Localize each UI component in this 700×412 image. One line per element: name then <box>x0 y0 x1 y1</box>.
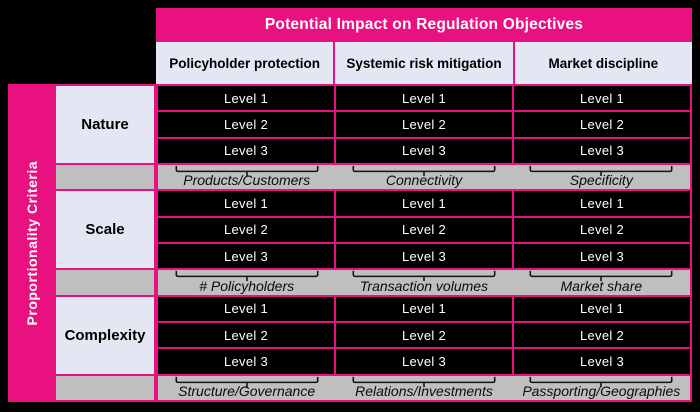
level-cell: Level 1 <box>514 86 690 111</box>
criteria-label-column: Nature Scale Complexity <box>56 84 156 402</box>
level-cell: Level 1 <box>336 191 512 216</box>
level-cell: Level 3 <box>336 138 512 163</box>
level-cell: Level 2 <box>514 323 690 348</box>
indicator: # Policyholders <box>158 270 335 294</box>
level-cell: Level 3 <box>158 244 334 269</box>
level-cell: Level 1 <box>336 296 512 321</box>
indicator-label: Structure/Governance <box>178 383 316 399</box>
level-cell: Level 2 <box>158 323 334 348</box>
column-header-market-discipline: Market discipline <box>514 42 692 84</box>
indicator-label: Passporting/Geographies <box>522 383 681 399</box>
impact-level-grid: Level 1 Level 1 Level 1 Level 2 Level 2 … <box>156 84 692 402</box>
axis-label-vertical: Proportionality Criteria <box>24 160 40 326</box>
indicator-spacer <box>56 375 154 400</box>
column-header-row: Policyholder protection Systemic risk mi… <box>156 42 692 84</box>
column-header-systemic-risk-mitigation: Systemic risk mitigation <box>335 42 513 84</box>
level-cell: Level 3 <box>336 349 512 374</box>
indicator-spacer <box>56 165 154 190</box>
underbrace-icon <box>529 271 673 282</box>
level-cell: Level 1 <box>514 191 690 216</box>
level-cell: Level 1 <box>514 296 690 321</box>
level-cell: Level 1 <box>158 86 334 111</box>
level-cell: Level 1 <box>158 191 334 216</box>
underbrace-icon <box>175 271 319 282</box>
indicator: Products/Customers <box>158 165 335 189</box>
indicator-label: Relations/Investments <box>355 383 493 399</box>
level-cell: Level 2 <box>514 217 690 242</box>
indicator-spacer <box>56 270 154 295</box>
proportionality-criteria-strip: Proportionality Criteria <box>8 84 56 402</box>
underbrace-icon <box>529 376 673 387</box>
underbrace-icon <box>175 165 319 176</box>
criterion-label-scale: Scale <box>56 191 154 269</box>
level-cell: Level 3 <box>514 138 690 163</box>
indicator: Transaction volumes <box>335 270 512 294</box>
underbrace-icon <box>352 165 496 176</box>
level-cell: Level 2 <box>336 112 512 137</box>
indicator: Relations/Investments <box>335 376 512 400</box>
level-cell: Level 1 <box>336 86 512 111</box>
indicator: Connectivity <box>335 165 512 189</box>
level-cell: Level 2 <box>514 112 690 137</box>
underbrace-icon <box>352 376 496 387</box>
level-cell: Level 2 <box>336 217 512 242</box>
indicator-label: # Policyholders <box>199 277 295 294</box>
indicator: Structure/Governance <box>158 376 335 400</box>
indicator-label: Products/Customers <box>183 172 311 189</box>
underbrace-icon <box>529 165 673 176</box>
underbrace-icon <box>175 376 319 387</box>
level-cell: Level 2 <box>158 112 334 137</box>
underbrace-icon <box>352 271 496 282</box>
indicator: Market share <box>513 270 690 294</box>
criterion-label-nature: Nature <box>56 86 154 164</box>
indicator-label: Market share <box>560 277 643 294</box>
level-cell: Level 3 <box>158 349 334 374</box>
level-cell: Level 1 <box>158 296 334 321</box>
criterion-label-complexity: Complexity <box>56 296 154 374</box>
indicator-row-scale: # Policyholders Transaction volumes Mark… <box>158 270 690 295</box>
indicator: Passporting/Geographies <box>513 376 690 400</box>
indicator-label: Connectivity <box>385 172 463 189</box>
level-cell: Level 3 <box>158 138 334 163</box>
level-cell: Level 3 <box>514 244 690 269</box>
indicator-row-nature: Products/Customers Connectivity Specific… <box>158 165 690 190</box>
level-cell: Level 2 <box>336 323 512 348</box>
indicator-label: Transaction volumes <box>359 277 489 294</box>
indicator-label: Specificity <box>569 172 633 189</box>
level-cell: Level 2 <box>158 217 334 242</box>
impact-header-block: Potential Impact on Regulation Objective… <box>156 8 692 84</box>
level-cell: Level 3 <box>514 349 690 374</box>
indicator: Specificity <box>513 165 690 189</box>
table-title: Potential Impact on Regulation Objective… <box>264 16 584 33</box>
indicator-row-complexity: Structure/Governance Relations/Investmen… <box>158 375 690 400</box>
level-cell: Level 3 <box>336 244 512 269</box>
column-header-policyholder-protection: Policyholder protection <box>156 42 334 84</box>
